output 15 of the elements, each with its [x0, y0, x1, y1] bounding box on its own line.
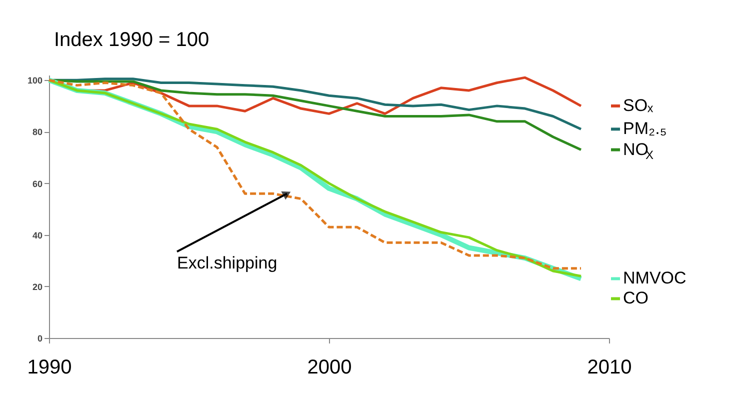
x-tick-label: 2010 [587, 356, 632, 378]
y-tick-label: 0 [37, 334, 42, 344]
y-tick-label: 40 [32, 230, 42, 240]
x-tick-label: 1990 [27, 356, 72, 378]
legend-label: CO [623, 288, 648, 308]
y-axis-title: Index 1990 = 100 [54, 29, 210, 51]
legend-label: PM₂.₅ [623, 119, 667, 138]
y-tick-label: 100 [27, 76, 42, 86]
x-tick-label: 2000 [307, 356, 352, 378]
legend-label: SOₓ [623, 96, 654, 115]
annotation: Excl.shipping [177, 254, 278, 273]
y-tick-label: 60 [32, 178, 42, 189]
y-tick-label: 20 [32, 282, 42, 292]
legend-label: NMVOC [623, 268, 686, 288]
y-tick-label: 80 [32, 127, 42, 138]
